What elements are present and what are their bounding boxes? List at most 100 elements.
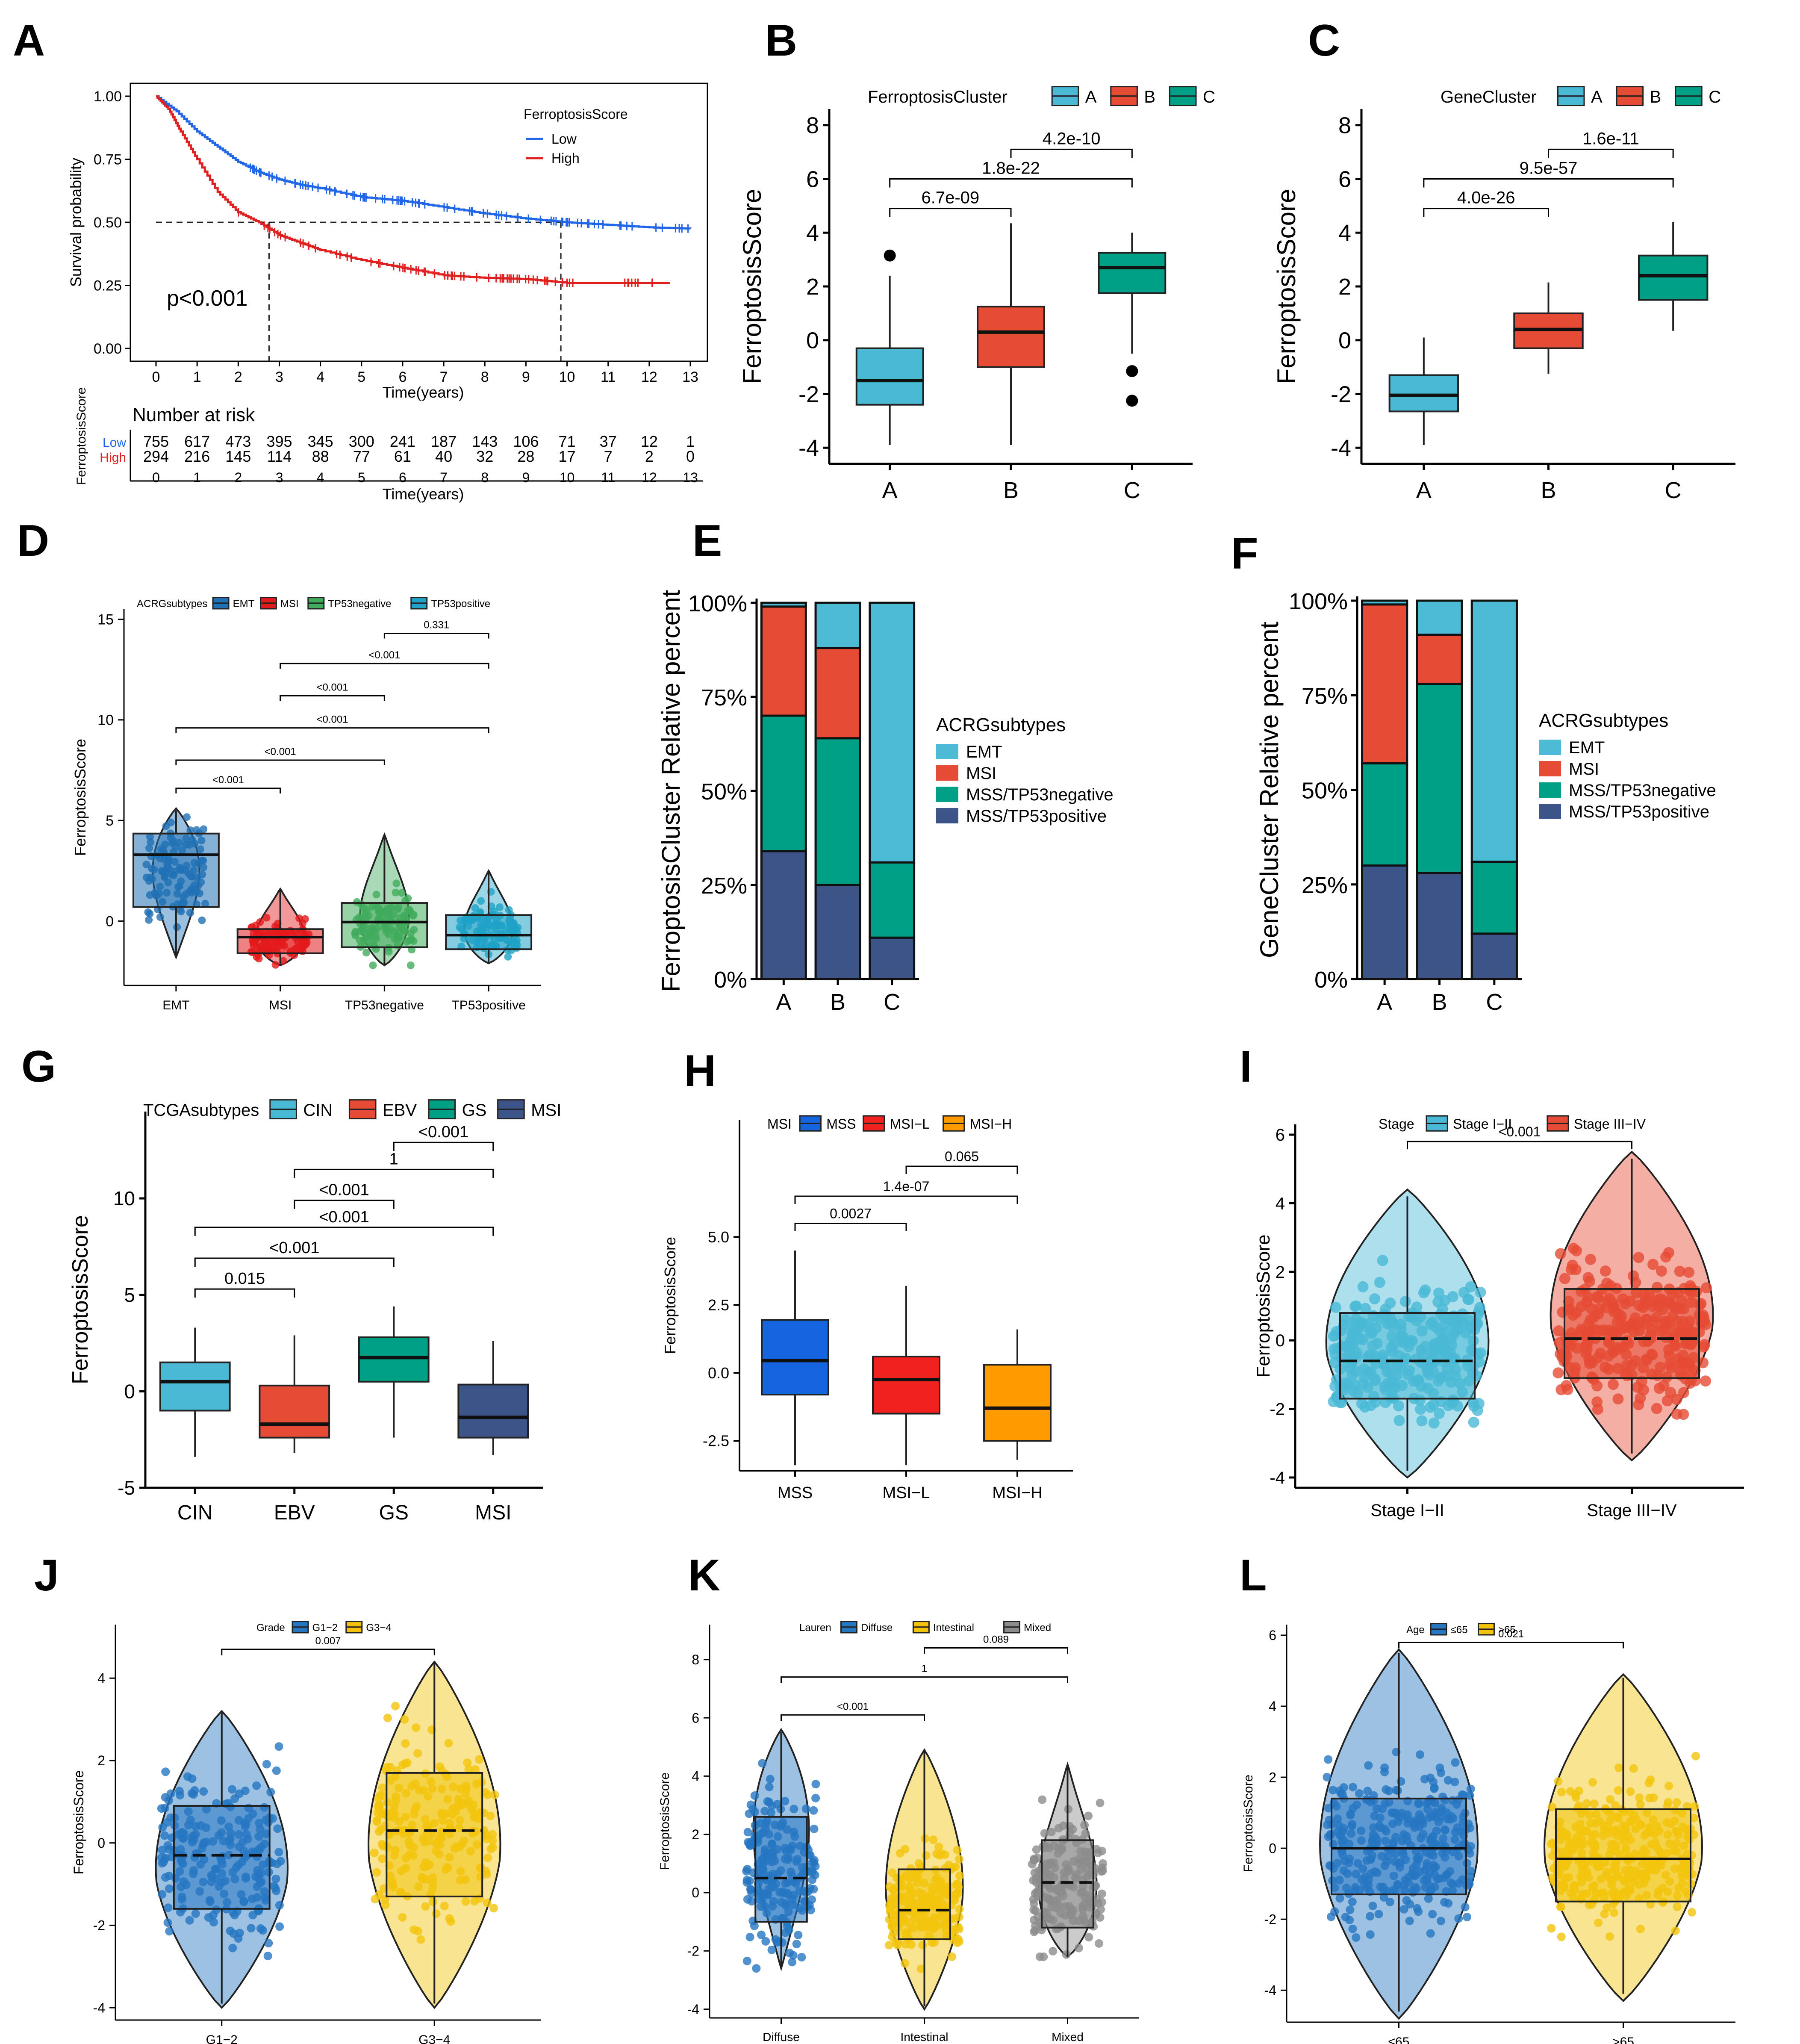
y-axis-label: FerroptosisCluster Relative percent [657, 590, 685, 992]
jitter-point [186, 826, 194, 834]
jitter-point [1329, 1380, 1341, 1392]
jitter-point [271, 961, 280, 969]
x-tick-label: A [1416, 478, 1432, 503]
panel-e-stacked-bar: 0% 25% 50% 75% 100%FerroptosisCluster Relati… [657, 590, 1114, 1015]
jitter-point [383, 1714, 392, 1723]
panel-letters: A B C D E F G H I J K L [13, 16, 1340, 1600]
legend-swatch [936, 787, 958, 802]
y-tick-label: 0.50 [94, 215, 122, 231]
risk-x-tick-label: 12 [642, 470, 657, 485]
jitter-point [160, 1831, 169, 1840]
legend-label: G1−2 [312, 1622, 338, 1634]
jitter-point [1429, 1778, 1438, 1787]
jitter-point [252, 1781, 261, 1790]
jitter-point [165, 1884, 174, 1893]
jitter-point [1565, 1264, 1577, 1275]
x-tick-label: ≤65 [1388, 2035, 1410, 2044]
y-tick-label: -2 [1270, 1400, 1285, 1419]
jitter-point [1673, 1902, 1682, 1911]
jitter-point [1364, 1761, 1373, 1770]
legend-title: ACRGsubtypes [936, 714, 1066, 735]
p-value-annotation: p<0.001 [167, 286, 247, 311]
jitter-point [372, 1868, 381, 1877]
jitter-point [1366, 1930, 1375, 1939]
risk-label-high: High [100, 451, 126, 465]
y-tick-label: 0% [1314, 967, 1348, 993]
jitter-point [400, 1715, 409, 1724]
significance-bracket [1423, 208, 1549, 217]
panel-k-violin: -4 -2 0 2 4 6 8 FerroptosisScore Lauren Diffuse In… [658, 1621, 1139, 2044]
jitter-point [488, 1830, 497, 1839]
jitter-point [1346, 1905, 1355, 1914]
y-tick-label: 2 [97, 1753, 105, 1768]
jitter-point [188, 1774, 197, 1783]
jitter-point [1415, 1404, 1426, 1415]
jitter-point [810, 1824, 819, 1833]
jitter-point [158, 1890, 167, 1899]
p-value-label: 9.5e-57 [1520, 159, 1578, 177]
jitter-point [1557, 1932, 1566, 1941]
y-tick-label: 2 [806, 274, 819, 300]
significance-bracket [781, 1676, 1068, 1683]
jitter-point [1030, 1868, 1039, 1877]
jitter-point [916, 1964, 925, 1973]
p-value-label: <0.001 [265, 746, 296, 758]
jitter-point [788, 1958, 797, 1967]
y-tick-label: -4 [1270, 1469, 1285, 1487]
x-tick-label: B [1432, 989, 1447, 1015]
jitter-point [186, 909, 194, 917]
panel-letter-k: K [688, 1551, 720, 1600]
y-tick-label: -4 [1264, 1982, 1276, 1998]
jitter-point [471, 904, 479, 912]
legend-label: MSI [531, 1101, 561, 1120]
y-tick-label: 4 [806, 220, 819, 246]
jitter-point [1566, 1787, 1575, 1796]
jitter-point [1432, 1296, 1444, 1308]
jitter-point [183, 813, 191, 821]
jitter-point [483, 1790, 492, 1799]
box-1 [1564, 1288, 1700, 1379]
y-tick-label: 0 [692, 1885, 699, 1900]
x-tick-label: B [1003, 478, 1019, 503]
jitter-point [953, 1879, 962, 1888]
y-tick-label: 6 [1269, 1628, 1276, 1643]
y-tick-label: 0 [1276, 1331, 1285, 1350]
panel-letter-h: H [684, 1046, 716, 1096]
y-tick-label: 75% [701, 685, 747, 711]
legend-label: C [1709, 88, 1721, 106]
jitter-point [953, 1846, 962, 1855]
significance-bracket [905, 1165, 1018, 1174]
y-axis-label: FerroptosisScore [1241, 1775, 1255, 1872]
box-2 [1638, 254, 1709, 301]
risk-x-tick-label: 1 [193, 470, 201, 485]
box-2 [358, 1336, 430, 1383]
jitter-point [886, 1904, 895, 1913]
survival-curve-high [156, 95, 670, 284]
y-tick-label: 5 [106, 813, 114, 829]
jitter-point [1635, 1793, 1644, 1802]
jitter-point [374, 1808, 383, 1817]
p-value-label: <0.001 [368, 649, 400, 661]
jitter-point [191, 1909, 200, 1918]
jitter-point [1393, 1415, 1405, 1426]
jitter-point [1465, 1281, 1476, 1292]
risk-x-tick-label: 0 [152, 470, 160, 485]
jitter-point [445, 1914, 454, 1923]
x-tick-label: C [1124, 478, 1140, 503]
panel-letter-i: I [1240, 1042, 1252, 1091]
risk-count-high: 88 [312, 448, 329, 465]
jitter-point [1663, 1802, 1672, 1811]
jitter-point [1465, 1873, 1474, 1881]
jitter-point [1683, 1267, 1694, 1278]
legend-label: B [1650, 88, 1662, 106]
jitter-point [464, 1765, 473, 1774]
jitter-point [1468, 1416, 1479, 1428]
jitter-point [789, 1951, 798, 1960]
legend-title: Age [1406, 1624, 1425, 1636]
risk-count-high: 294 [143, 448, 169, 465]
legend-label: MSI [966, 764, 996, 783]
jitter-point [1363, 1787, 1372, 1796]
legend-label: GS [462, 1101, 487, 1120]
y-tick-label: 50% [701, 779, 747, 805]
